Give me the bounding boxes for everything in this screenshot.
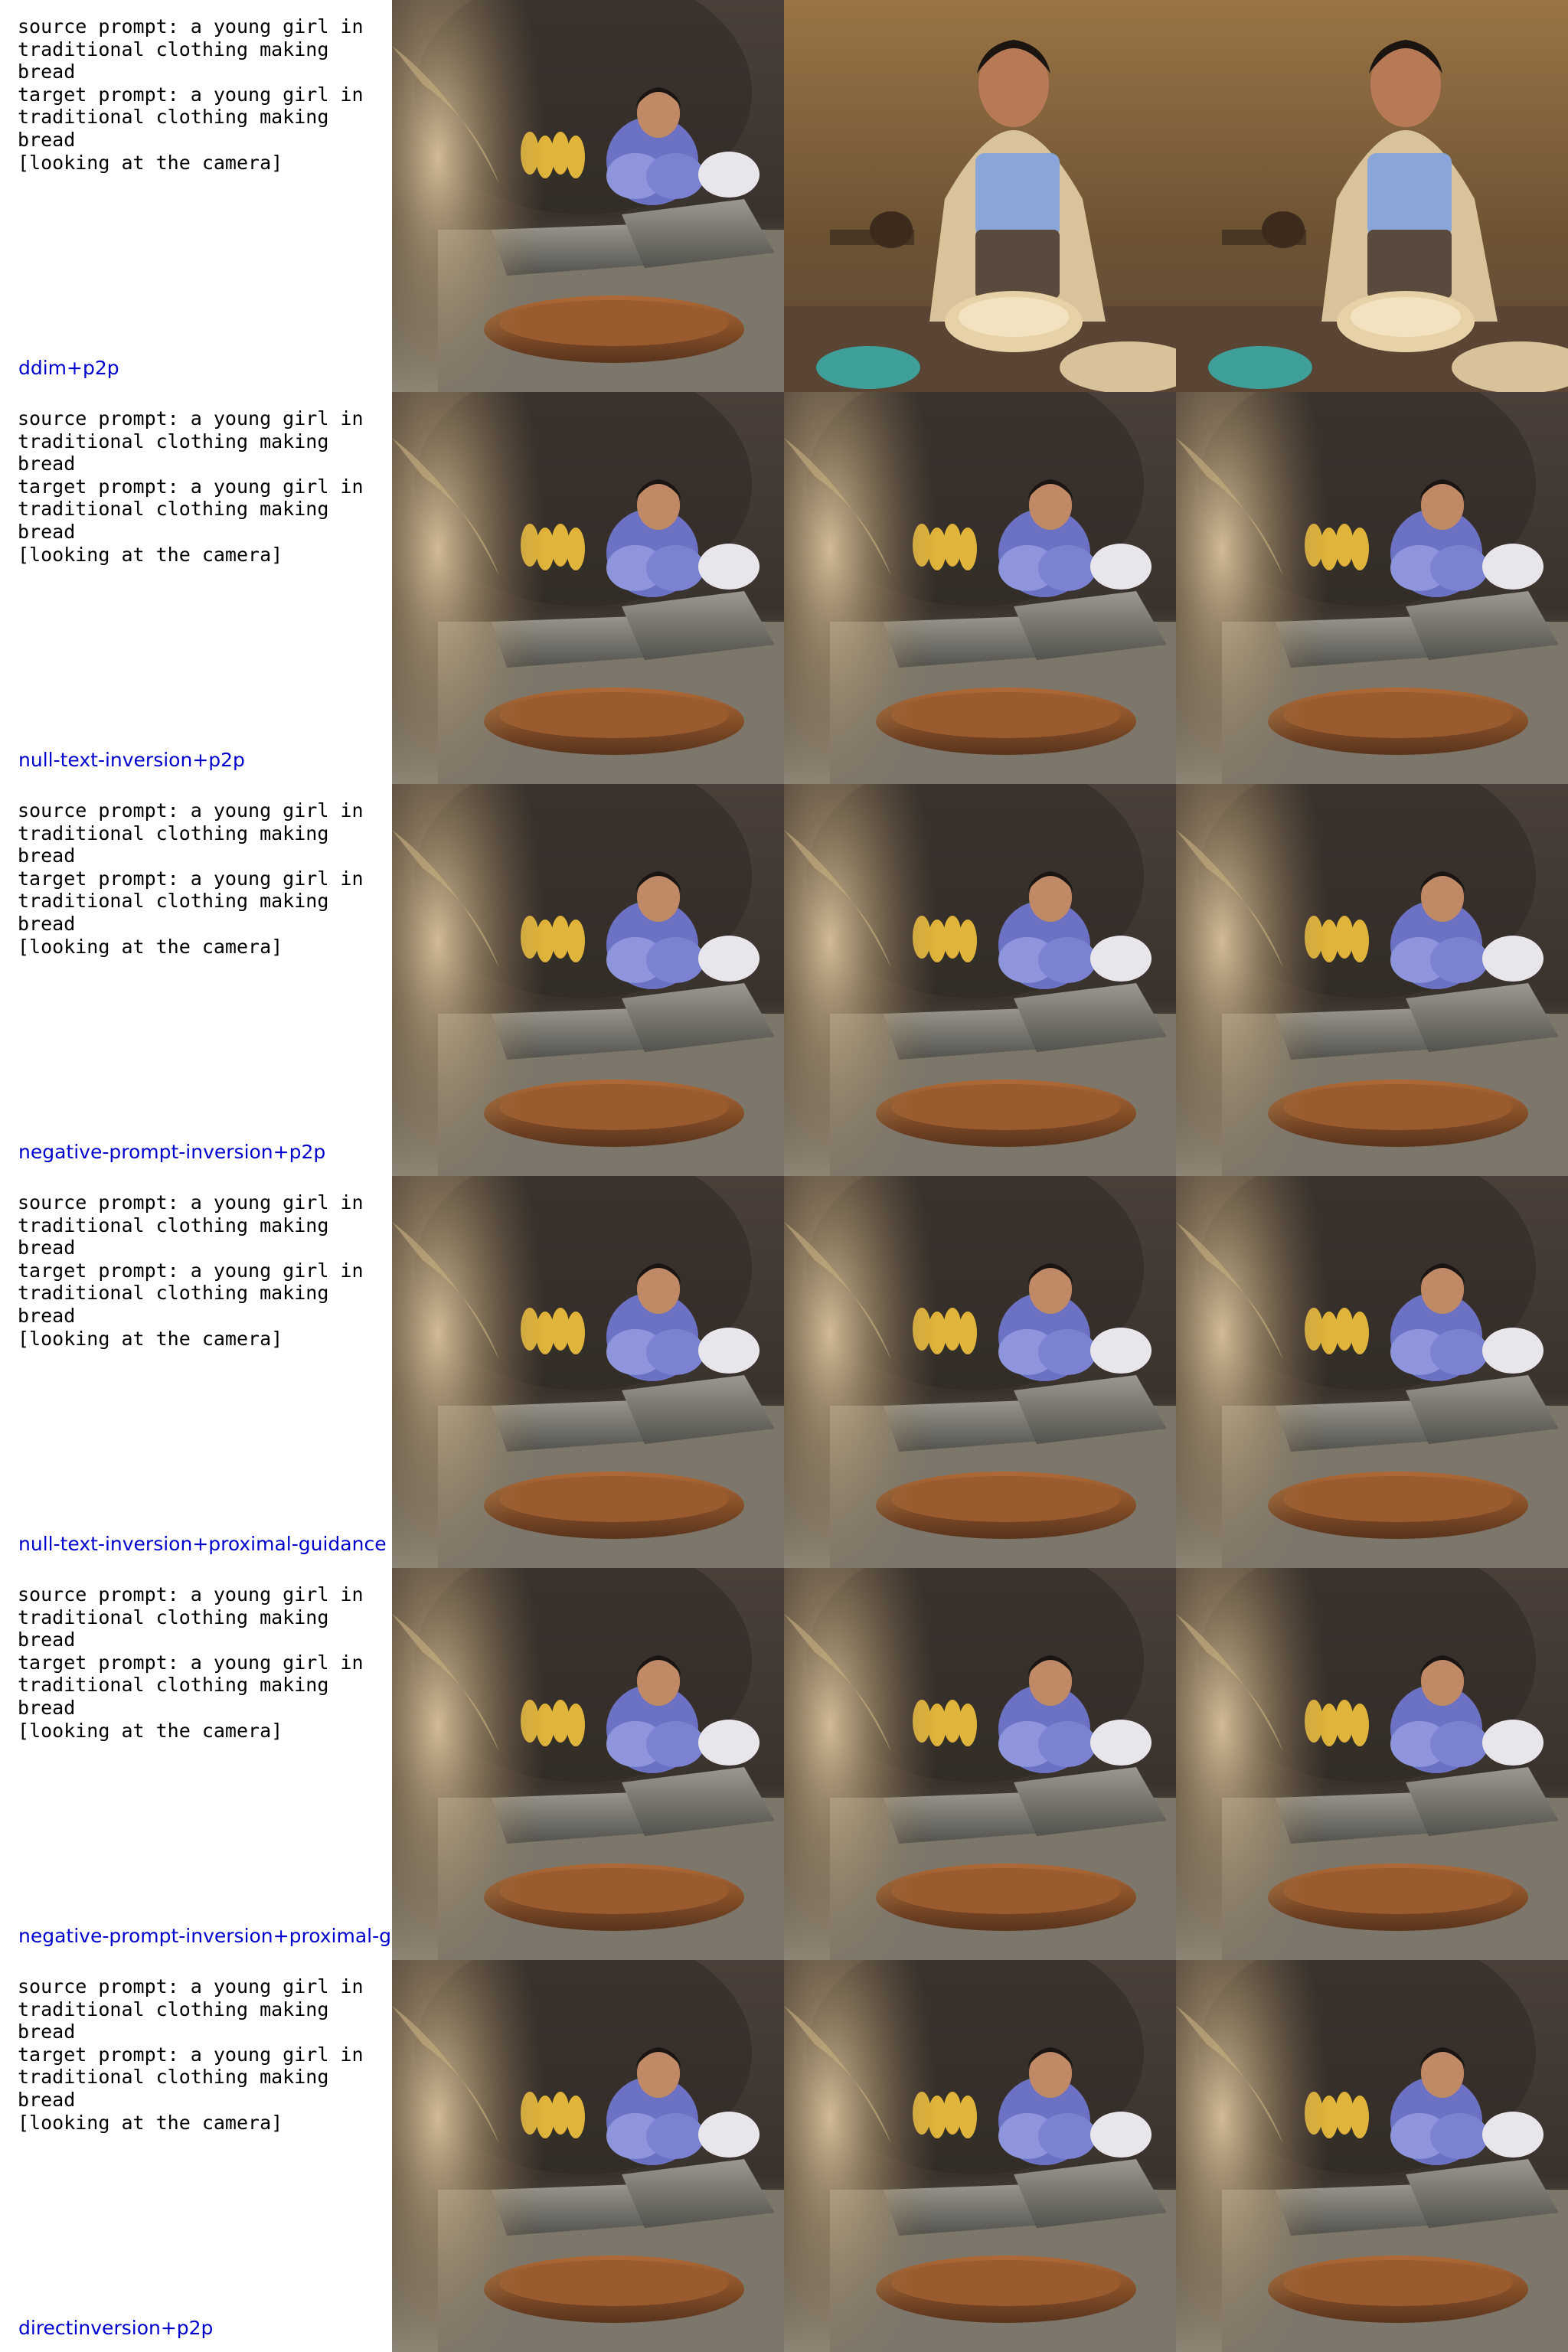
row-label-panel: source prompt: a young girl in tradition… — [0, 784, 392, 1176]
result-row: source prompt: a young girl in tradition… — [0, 1176, 1568, 1568]
prompt-text: source prompt: a young girl in tradition… — [18, 1583, 364, 1742]
result-row: source prompt: a young girl in tradition… — [0, 0, 1568, 392]
row-label-panel: source prompt: a young girl in tradition… — [0, 1176, 392, 1568]
result-row: source prompt: a young girl in tradition… — [0, 1568, 1568, 1960]
edited-image — [784, 784, 1176, 1176]
result-row: source prompt: a young girl in tradition… — [0, 784, 1568, 1176]
row-label-panel: source prompt: a young girl in tradition… — [0, 1568, 392, 1960]
method-label: null-text-inversion+p2p — [18, 749, 245, 771]
edited-image — [1176, 392, 1568, 784]
source-image — [392, 1960, 784, 2352]
edited-image — [784, 392, 1176, 784]
prompt-text: source prompt: a young girl in tradition… — [18, 407, 364, 566]
edited-image — [1176, 1176, 1568, 1568]
edited-image — [1176, 1960, 1568, 2352]
method-label: directinversion+p2p — [18, 2317, 214, 2339]
source-image — [392, 0, 784, 392]
result-row: source prompt: a young girl in tradition… — [0, 1960, 1568, 2352]
prompt-text: source prompt: a young girl in tradition… — [18, 799, 364, 958]
edited-image — [784, 1176, 1176, 1568]
source-image — [392, 784, 784, 1176]
edited-image — [784, 0, 1176, 392]
row-label-panel: source prompt: a young girl in tradition… — [0, 0, 392, 392]
edited-image — [1176, 0, 1568, 392]
result-row: source prompt: a young girl in tradition… — [0, 392, 1568, 784]
method-label: negative-prompt-inversion+proximal-g — [18, 1925, 391, 1947]
source-image — [392, 392, 784, 784]
edited-image — [1176, 784, 1568, 1176]
method-label: null-text-inversion+proximal-guidance — [18, 1533, 387, 1555]
edited-image — [784, 1568, 1176, 1960]
row-label-panel: source prompt: a young girl in tradition… — [0, 1960, 392, 2352]
method-label: ddim+p2p — [18, 357, 119, 379]
row-label-panel: source prompt: a young girl in tradition… — [0, 392, 392, 784]
edited-image — [1176, 1568, 1568, 1960]
source-image — [392, 1176, 784, 1568]
source-image — [392, 1568, 784, 1960]
prompt-text: source prompt: a young girl in tradition… — [18, 1191, 364, 1350]
edited-image — [784, 1960, 1176, 2352]
prompt-text: source prompt: a young girl in tradition… — [18, 1975, 364, 2134]
method-label: negative-prompt-inversion+p2p — [18, 1141, 326, 1163]
prompt-text: source prompt: a young girl in tradition… — [18, 15, 364, 174]
